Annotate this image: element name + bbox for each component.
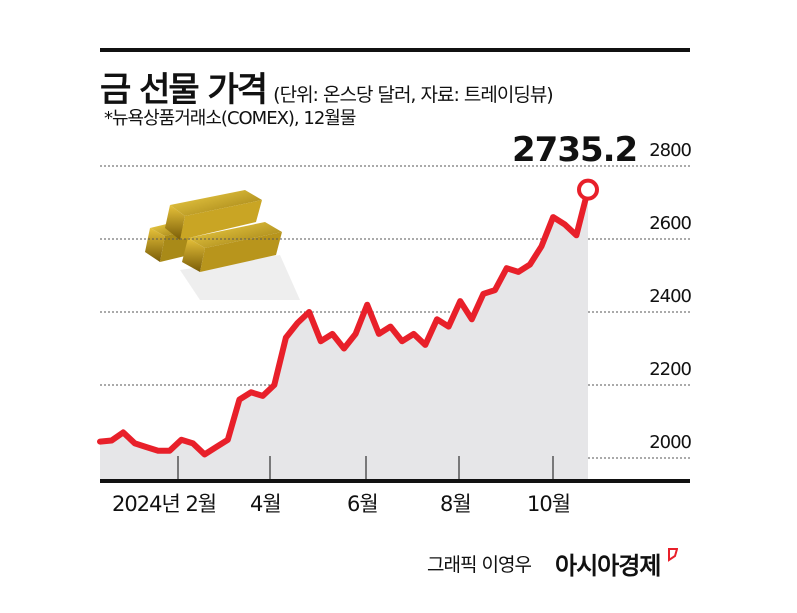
unit-source: (단위: 온스당 달러, 자료: 트레이딩뷰) — [273, 84, 554, 106]
x-tick-label: 8월 — [440, 492, 472, 516]
chart-title: 금 선물 가격 — [100, 70, 268, 110]
gold-bars-icon — [145, 190, 300, 300]
last-value-label: 2735.2 — [512, 130, 638, 170]
y-tick-label: 2000 — [649, 432, 692, 453]
y-tick-label: 2400 — [649, 286, 692, 307]
brand-name: 아시아경제 — [555, 552, 661, 580]
y-tick-label: 2600 — [649, 213, 692, 234]
x-tick-label: 2024년 2월 — [112, 492, 217, 516]
brand-logo: 아시아경제 — [555, 546, 679, 581]
brand-flag-icon — [667, 548, 679, 562]
top-rule — [100, 48, 690, 52]
x-tick-label: 10월 — [527, 492, 571, 516]
y-tick-label: 2200 — [649, 359, 692, 380]
chart-subtitle: *뉴욕상품거래소(COMEX), 12월물 — [104, 108, 356, 129]
graphic-credit: 그래픽 이영우 — [427, 554, 532, 576]
header: 금 선물 가격 (단위: 온스당 달러, 자료: 트레이딩뷰) — [100, 62, 554, 111]
last-point-marker — [577, 178, 599, 201]
price-line — [97, 186, 591, 458]
x-tick-label: 6월 — [347, 492, 379, 516]
area-fill — [100, 189, 588, 481]
x-tick-label: 4월 — [250, 492, 282, 516]
y-tick-label: 2800 — [649, 140, 692, 161]
